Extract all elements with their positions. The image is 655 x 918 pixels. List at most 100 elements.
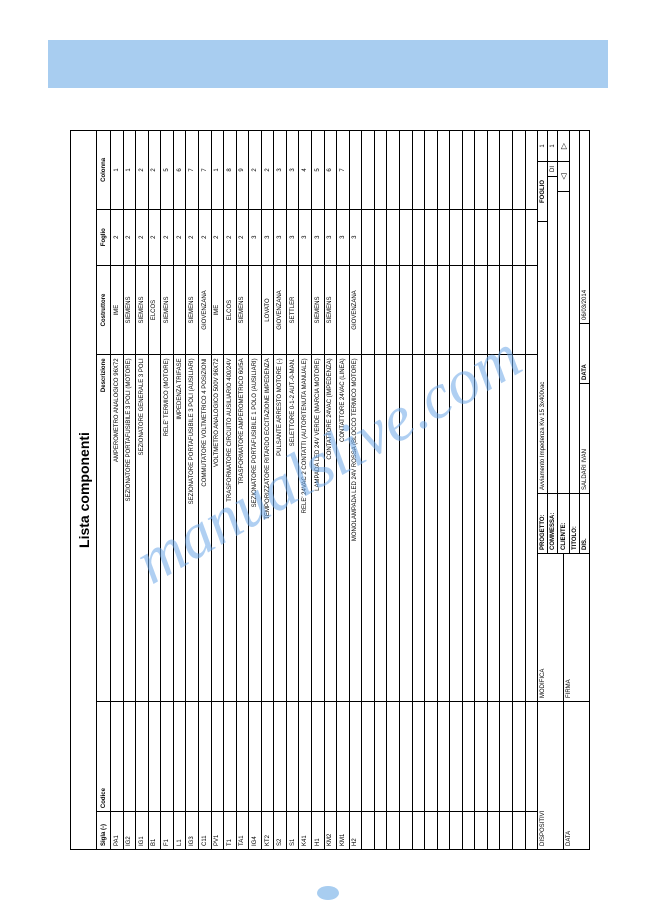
table-row: IG3SEZIONATORE PORTAFUSIBILE 3 POLI (AUS… [186,131,199,849]
table-row: B1ELCOS22 [149,131,162,849]
table-row: H2MONOLAMPADA LED 24V ROSSA (BLOCCO TERM… [350,131,363,849]
cell-desc: COMMUTATORE VOLTMETRICO 4 POSIZIONI [199,354,211,701]
cell-col: 6 [174,131,186,209]
table-row: H1LAMPADA LED 24V VERDE (MARCIA MOTORE)S… [312,131,325,849]
cell-sigla: KM1 [337,811,349,849]
table-row [500,131,513,849]
cell-codice [526,701,538,811]
cell-col [488,131,500,209]
cell-foglio [413,209,425,265]
cell-col: 7 [199,131,211,209]
cell-desc: IMPEDENZA TRIFASE [174,354,186,701]
cell-sigla: KM2 [325,811,337,849]
cell-costr [400,265,412,355]
cell-sigla: H2 [350,811,362,849]
cell-codice [488,701,500,811]
foglio-num: 1 [538,131,547,161]
table-row: C11COMMUTATORE VOLTMETRICO 4 POSIZIONIGI… [199,131,212,849]
table-row [413,131,426,849]
cell-sigla [400,811,412,849]
cell-desc [513,354,525,701]
cell-col [500,131,512,209]
cell-costr: IME [212,265,224,355]
cell-codice [237,701,249,811]
data2-value: 06/03/2014 [580,131,589,323]
cell-col: 6 [325,131,337,209]
cell-costr [299,265,311,355]
cell-foglio: 2 [136,209,148,265]
page-indicator [317,886,339,900]
sheet-title: Lista componenti [71,131,97,849]
cell-sigla: C11 [199,811,211,849]
cell-codice [312,701,324,811]
dis-label: DIS. [580,493,589,553]
cell-costr [500,265,512,355]
table-row: F1RELE' TERMICO (MOTORE)SIEMENS25 [161,131,174,849]
cell-costr [450,265,462,355]
cell-foglio: 3 [325,209,337,265]
cell-codice [387,701,399,811]
cell-col [362,131,374,209]
table-row: L1IMPEDENZA TRIFASE26 [174,131,187,849]
cell-col [526,131,538,209]
cell-desc [425,354,437,701]
cell-foglio: 2 [224,209,236,265]
table-row: IG4SEZIONATORE PORTAFUSIBILE 1 POLO (AUS… [249,131,262,849]
cell-desc: CONTATTORE 24VAC (LINEA) [337,354,349,701]
cell-costr [425,265,437,355]
table-header: Sigla (-) Codice Descrizione Costruttore… [97,131,111,849]
col-sigla: Sigla (-) [97,811,110,849]
cell-foglio: 3 [350,209,362,265]
cell-costr: SIEMENS [237,265,249,355]
cell-costr [475,265,487,355]
cell-sigla [513,811,525,849]
header-bar [48,40,608,88]
table-row [475,131,488,849]
footer-firma: FIRMA [564,554,589,701]
cell-foglio: 3 [299,209,311,265]
cell-codice [350,701,362,811]
cell-codice [199,701,211,811]
titolo-value [570,131,579,493]
cell-desc [413,354,425,701]
col-colonna: Colonna [97,131,110,209]
col-costruttore: Costruttore [97,265,110,355]
table-row: KM2CONTATTORE 24VAC (IMPEDENZA)SIEMENS36 [325,131,338,849]
cell-foglio: 3 [249,209,261,265]
cell-desc: SEZIONATORE PORTAFUSIBILE 1 POLO (AUSILI… [249,354,261,701]
sheet-footer: DISPOSITIVI DATA MODIFICA FIRMA PROGETTO… [537,131,589,849]
cell-foglio: 2 [237,209,249,265]
table-row: PA1AMPEROMETRO ANALOGICO 96X72IME21 [111,131,124,849]
cell-foglio: 2 [149,209,161,265]
commessa-label: COMMESSA: [548,493,557,553]
table-row: KT2TEMPORIZZATORE RITARDO ECCITAZIONE IM… [262,131,275,849]
cell-col [375,131,387,209]
cell-costr: GIOVENZANA [350,265,362,355]
cell-codice [475,701,487,811]
table-row [450,131,463,849]
cell-foglio: 2 [199,209,211,265]
cliente-value [558,191,569,493]
cell-foglio: 3 [262,209,274,265]
cell-costr [387,265,399,355]
table-row: IG1SEZIONATORE GENERALE 3 POLISIEMENS22 [136,131,149,849]
cell-codice [337,701,349,811]
cell-desc: SEZIONATORE PORTAFUSIBILE 3 POLI (MOTORE… [124,354,136,701]
cell-codice [500,701,512,811]
foglio-tot: 1 [548,131,557,161]
cell-col: 8 [224,131,236,209]
cell-sigla [375,811,387,849]
cell-codice [325,701,337,811]
cell-foglio: 3 [287,209,299,265]
cell-col: 3 [287,131,299,209]
cell-foglio [400,209,412,265]
cell-costr [488,265,500,355]
cell-codice [249,701,261,811]
cell-col [400,131,412,209]
cell-codice [186,701,198,811]
cell-costr: SIEMENS [325,265,337,355]
cell-foglio [375,209,387,265]
cell-costr [413,265,425,355]
cell-sigla [463,811,475,849]
cell-col: 3 [274,131,286,209]
